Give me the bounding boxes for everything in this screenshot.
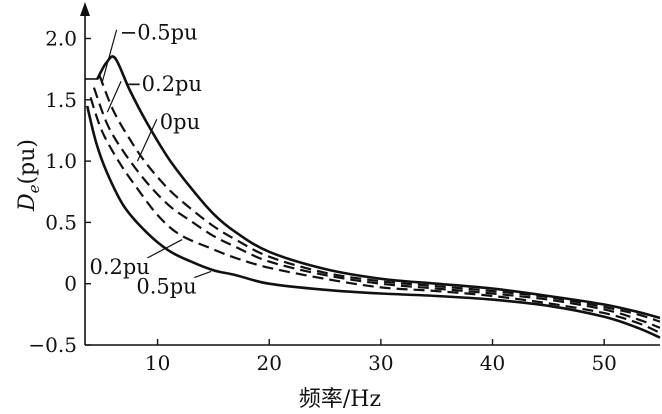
- series-line-2: [92, 87, 661, 329]
- y-tick-label: 1.5: [45, 88, 77, 112]
- annotation-label-2: 0pu: [160, 110, 200, 134]
- axis-labels: De(pu) 频率/Hz: [15, 139, 381, 412]
- annotation-leader-1: [106, 80, 122, 113]
- annotation-label-1: −0.2pu: [124, 72, 202, 96]
- y-axis-label-sub: e: [25, 184, 43, 193]
- series-line-3: [89, 97, 661, 334]
- annotation-leader-2: [136, 118, 158, 162]
- x-axis-label: 频率/Hz: [299, 387, 381, 412]
- x-tick-label: 10: [145, 351, 170, 375]
- series-line-4: [85, 105, 661, 339]
- annotation-label-0: −0.5pu: [120, 21, 198, 45]
- series-line-0: [96, 55, 661, 320]
- annotation-label-3: 0.2pu: [89, 255, 149, 279]
- y-axis-label: De(pu): [15, 139, 43, 212]
- x-tick-label: 30: [368, 351, 393, 375]
- x-tick-label: 40: [480, 351, 505, 375]
- y-tick-label: 1.0: [45, 149, 77, 173]
- series-line-1: [98, 74, 661, 323]
- axes: 10 20 30 40 50 −0.5 0 0.5 1.0 1.5 2.0: [28, 2, 660, 375]
- annotation-leader-3: [147, 239, 183, 259]
- y-tick-label: 0: [64, 272, 77, 296]
- annotation-leader-0: [101, 29, 118, 85]
- annotation-label-4: 0.5pu: [136, 275, 196, 299]
- y-axis-arrowhead: [80, 2, 90, 16]
- y-axis-label-main: D: [15, 193, 40, 212]
- x-tick-label: 50: [591, 351, 616, 375]
- y-tick-label: −0.5: [28, 333, 77, 357]
- annotation-leader-4: [194, 270, 212, 279]
- y-axis-label-unit: (pu): [15, 139, 40, 184]
- series-layer: [85, 55, 661, 339]
- y-tick-label: 2.0: [45, 27, 77, 51]
- y-tick-label: 0.5: [45, 210, 77, 234]
- x-tick-label: 20: [256, 351, 281, 375]
